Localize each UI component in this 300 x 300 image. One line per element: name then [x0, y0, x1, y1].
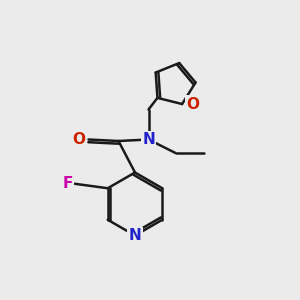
Text: F: F	[63, 176, 73, 191]
Text: N: N	[129, 228, 141, 243]
Text: O: O	[187, 97, 200, 112]
Text: N: N	[142, 132, 155, 147]
Text: O: O	[73, 132, 85, 147]
